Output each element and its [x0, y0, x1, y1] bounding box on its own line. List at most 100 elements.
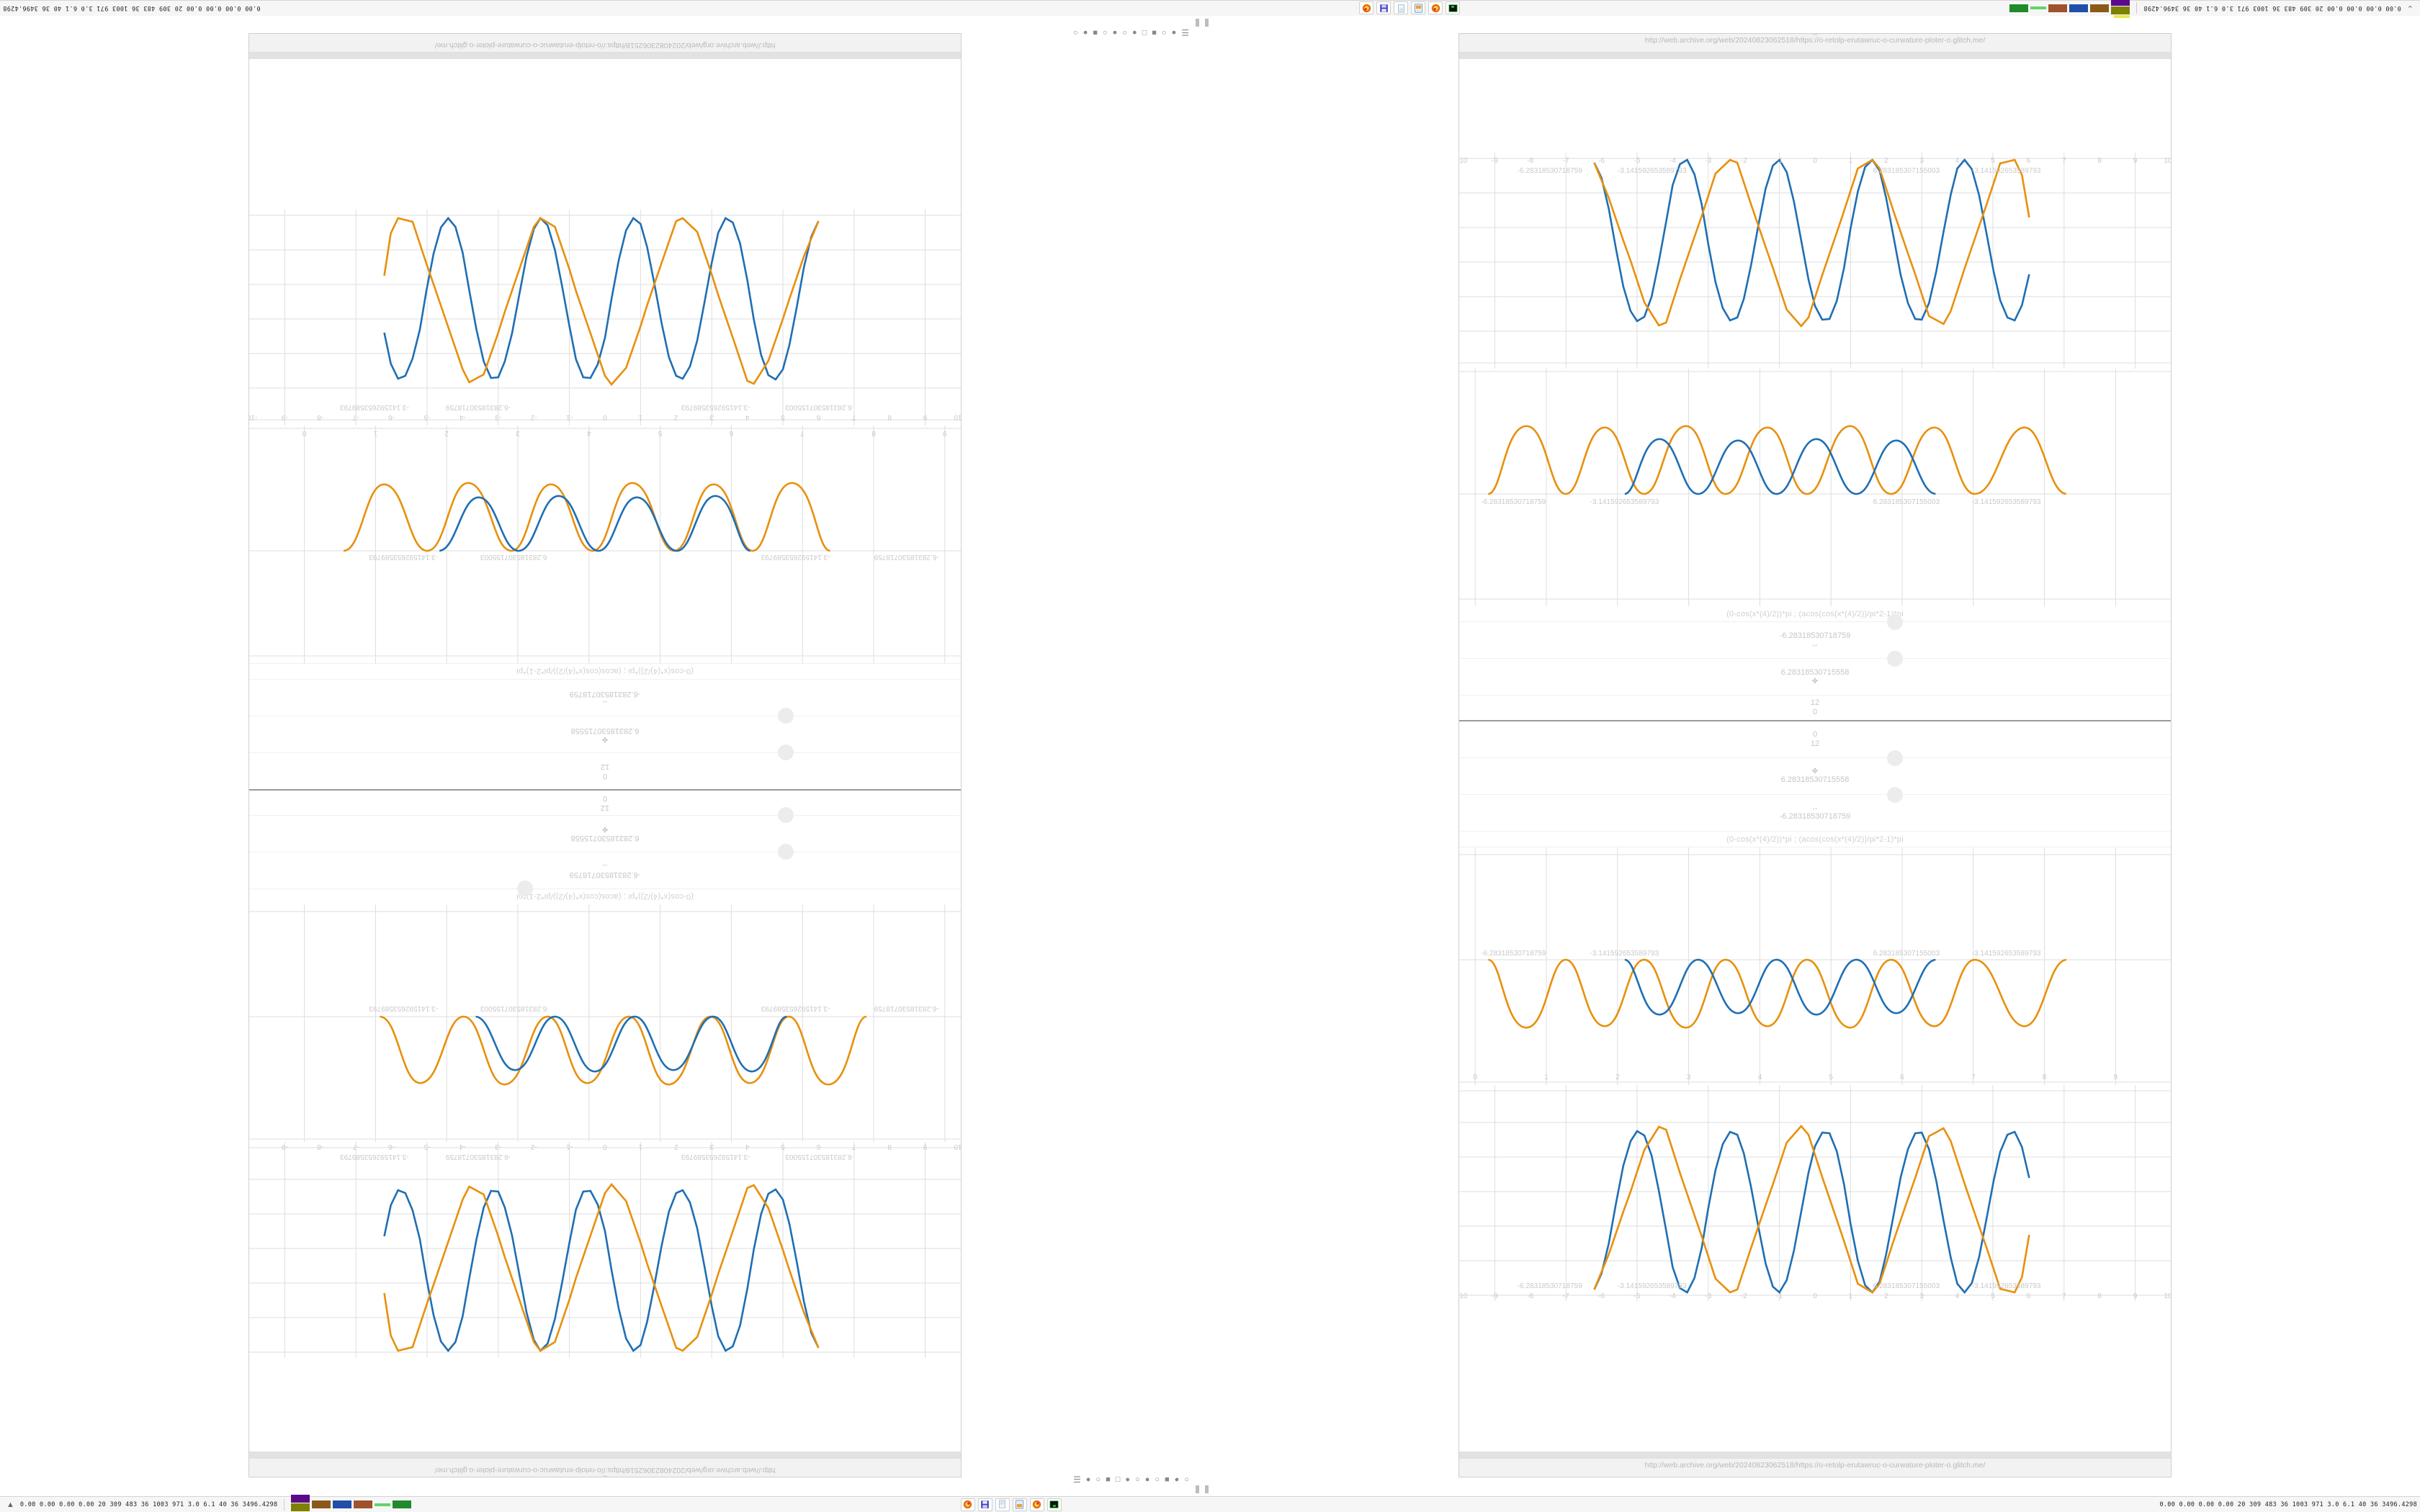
address-bar-right[interactable]: http://web.archive.org/web/2024082306251… — [1644, 36, 1986, 45]
taskbar-button-save[interactable] — [977, 1498, 992, 1511]
slider-knob-xmax-m[interactable] — [778, 744, 794, 760]
slider-row-offset-m[interactable]: 0 12 — [249, 752, 961, 789]
circle-icon-f[interactable]: ○ — [1102, 28, 1108, 37]
svg-text:-8: -8 — [317, 413, 323, 421]
square-icon-b[interactable]: □ — [1142, 28, 1147, 37]
slider-row-xmin-m[interactable]: ↔ -6.28318530718759 — [1459, 787, 2171, 832]
taskbar-button-save[interactable] — [1376, 1, 1392, 15]
workspace-switcher-bottom[interactable] — [1196, 1485, 1209, 1493]
chevron-up-icon[interactable]: ▲ — [6, 1500, 14, 1509]
svg-text:2: 2 — [674, 1143, 678, 1151]
firefox-icon — [1431, 4, 1440, 13]
slider-row-segments[interactable]: 12 0 — [1459, 696, 2171, 721]
circle-icon-d[interactable]: ○ — [1122, 28, 1127, 37]
workspace-switcher-top[interactable] — [1196, 19, 1209, 27]
slider-knob-segments[interactable] — [778, 807, 794, 823]
browser-window-left[interactable]: http://web.archive.org/web/2024082306251… — [248, 33, 962, 1477]
slider-knob-xmax[interactable] — [778, 844, 794, 860]
slider-row-offset-m[interactable]: 0 12 — [1459, 721, 2171, 758]
slider-row-xmax[interactable]: 6.28318530715558 ✤ — [249, 815, 961, 860]
taskbar-button-terminal[interactable] — [1446, 1, 1461, 15]
window-list-icon[interactable]: ☰ — [1073, 1475, 1081, 1485]
circle-icon-a[interactable]: ● — [1171, 28, 1177, 37]
chart-curve-trace-bottom-left[interactable]: -6.28318530718759 -3.141592653589793 6.2… — [249, 426, 961, 663]
circle-icon-g[interactable]: ● — [1174, 1475, 1180, 1484]
system-monitor-applet[interactable]: ⌄ 0.00 0.00 0.00 0.00 20 309 483 36 1003… — [2009, 0, 2420, 19]
circle-icon-b[interactable]: ○ — [1161, 28, 1167, 37]
resize-horizontal-icon: ↔ — [1811, 804, 1819, 812]
taskbar-button-editor[interactable] — [995, 1498, 1010, 1511]
taskbar-button-firefox-1[interactable] — [960, 1498, 975, 1511]
workspace-1[interactable] — [1196, 19, 1199, 27]
chart-axis-labels: -10-9-8 -7-6-5 -4-3-2 -101 234 567 8910 … — [1459, 157, 2171, 175]
slider-knob-xmin[interactable] — [1887, 614, 1903, 630]
slider-row-xmin-m[interactable]: ↔ -6.28318530718759 — [249, 679, 961, 724]
slider-knob-xmin[interactable] — [517, 881, 533, 896]
slider-row-segments[interactable]: 12 0 — [249, 789, 961, 823]
taskbar-button-firefox-1[interactable] — [1359, 1, 1374, 15]
square-icon-a[interactable]: ■ — [1152, 28, 1157, 37]
formula-display-top-left[interactable]: (0-cos(x*(4)/2))*pi ; (acos(cos(x*(4)/2)… — [249, 888, 961, 904]
square-icon-b[interactable]: □ — [1115, 1475, 1121, 1484]
chart-curvature-bottom-left[interactable]: 1098 765 432 10-1 -2-3-4 -5-6-7 -8-9-10 … — [249, 210, 961, 426]
window-list-icon[interactable]: ☰ — [1181, 27, 1189, 37]
circle-icon-g[interactable]: ● — [1083, 28, 1088, 37]
address-bar-left[interactable]: http://web.archive.org/web/2024082306251… — [434, 1466, 776, 1475]
chart-curve-trace-bottom-right[interactable]: -6.28318530718759 -3.141592653589793 6.2… — [1459, 847, 2171, 1085]
slider-row-xmax-m[interactable]: ✤ 6.28318530715558 — [1459, 750, 2171, 795]
browser-window-right[interactable]: http://web.archive.org/web/2024082306251… — [1458, 33, 2172, 1477]
chart-curvature-top-left[interactable]: 1098 765 432 10-1 -2-3-4 -5-6-7 -8-9 6.2… — [249, 1142, 961, 1358]
circle-icon-e[interactable]: ● — [1112, 28, 1118, 37]
square-icon-c[interactable]: ■ — [1093, 28, 1098, 37]
workspace-2[interactable] — [1205, 19, 1209, 27]
taskbar-button-calculator[interactable] — [1411, 1, 1426, 15]
calculator-icon — [1016, 1500, 1024, 1509]
circle-icon-h[interactable]: ○ — [1073, 28, 1078, 37]
move-icon: ✤ — [601, 735, 609, 743]
svg-text:-10: -10 — [249, 413, 257, 421]
taskbar-button-firefox-2[interactable] — [1029, 1498, 1044, 1511]
slider-value-xmax: 6.28318530715558 — [1780, 668, 1850, 677]
window-handle-dot[interactable] — [600, 1475, 610, 1477]
circle-icon-b[interactable]: ○ — [1095, 1475, 1101, 1484]
window-handle-dot[interactable] — [1810, 34, 1820, 35]
square-icon-c[interactable]: ■ — [1165, 1475, 1170, 1484]
chart-svg — [249, 904, 961, 1142]
slider-knob-xmin-m[interactable] — [1887, 787, 1903, 803]
slider-row-xmin[interactable]: -6.28318530718759 ↔ — [249, 852, 961, 896]
move-icon: ✤ — [601, 825, 609, 833]
taskbar-button-editor[interactable] — [1394, 1, 1409, 15]
circle-icon-e[interactable]: ● — [1144, 1475, 1150, 1484]
slider-row-xmax[interactable]: 6.28318530715558 ✤ — [1459, 651, 2171, 696]
chevron-down-icon[interactable]: ⌄ — [2406, 4, 2414, 12]
formula-display-bottom-left[interactable]: (0-cos(x*(4)/2))*pi ; (acos(cos(x*(4)/2)… — [249, 663, 961, 679]
circle-icon-d[interactable]: ○ — [1135, 1475, 1140, 1484]
formula-display-top-right[interactable]: (0-cos(x*(4)/2))*pi ; (acos(cos(x*(4)/2)… — [1459, 606, 2171, 622]
svg-text:-2: -2 — [1741, 1292, 1747, 1300]
chart-curvature-top-right[interactable]: -10-9-8 -7-6-5 -4-3-2 -101 234 567 8910 … — [1459, 153, 2171, 369]
chart-curve-trace-top-left[interactable]: -6.28318530718759 -3.141592653589793 6.2… — [249, 904, 961, 1142]
slider-panel-right: -6.28318530718759 ↔ 6.28318530715558 ✤ 1… — [1459, 614, 2171, 832]
slider-knob-xmax[interactable] — [1887, 651, 1903, 667]
circle-icon-c[interactable]: ● — [1125, 1475, 1131, 1484]
formula-display-bottom-right[interactable]: (0-cos(x*(4)/2))*pi ; (acos(cos(x*(4)/2)… — [1459, 832, 2171, 847]
svg-text:-7: -7 — [1563, 1292, 1569, 1300]
slider-knob-xmin-m[interactable] — [778, 708, 794, 724]
taskbar-button-calculator[interactable] — [1012, 1498, 1027, 1511]
slider-row-xmax-m[interactable]: ✤ 6.28318530715558 — [249, 716, 961, 760]
slider-knob-xmax-m[interactable] — [1887, 750, 1903, 766]
slider-row-xmin[interactable]: -6.28318530718759 ↔ — [1459, 614, 2171, 659]
circle-icon-a[interactable]: ● — [1085, 1475, 1091, 1484]
circle-icon-c[interactable]: ● — [1131, 28, 1137, 37]
square-icon-a[interactable]: ■ — [1106, 1475, 1111, 1484]
taskbar-button-firefox-2[interactable] — [1428, 1, 1443, 15]
taskbar-button-terminal[interactable] — [1047, 1498, 1062, 1511]
terminal-icon — [1448, 4, 1458, 12]
chart-curvature-bottom-right[interactable]: -10-9-8 -7-6-5 -4-3-2 -101 234 567 8910 … — [1459, 1085, 2171, 1301]
chart-curve-trace-top-right[interactable]: -6.28318530718759 -3.141592653589793 6.2… — [1459, 369, 2171, 606]
workspace-2[interactable] — [1205, 1485, 1209, 1493]
circle-icon-h[interactable]: ○ — [1184, 1475, 1189, 1484]
system-monitor-applet[interactable]: ▲ 0.00 0.00 0.00 0.00 20 309 483 36 1003… — [0, 1494, 412, 1512]
circle-icon-f[interactable]: ○ — [1155, 1475, 1160, 1484]
workspace-1[interactable] — [1196, 1485, 1199, 1493]
